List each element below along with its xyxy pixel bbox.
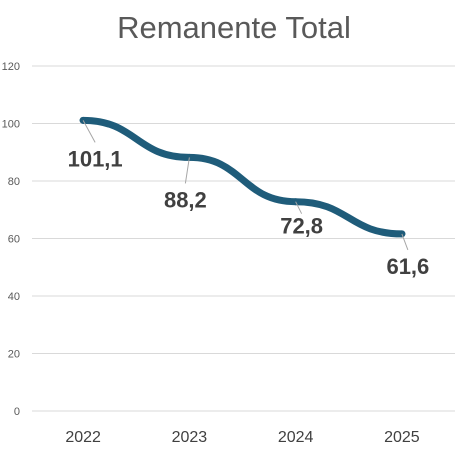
x-tick-label: 2022 xyxy=(65,429,101,446)
data-label: 88,2 xyxy=(164,187,207,212)
data-labels: 101,1 88,2 72,8 61,6 xyxy=(68,120,429,279)
data-label: 61,6 xyxy=(386,254,429,279)
series-line xyxy=(79,116,406,238)
y-tick-label: 40 xyxy=(8,291,20,303)
y-tick-label: 120 xyxy=(2,61,20,73)
data-label: 72,8 xyxy=(280,214,323,239)
data-label-leader xyxy=(401,233,409,251)
data-label-leader xyxy=(184,157,190,184)
y-tick-label: 0 xyxy=(14,406,20,418)
x-tick-label: 2023 xyxy=(172,429,208,446)
y-axis-tick-labels: 0 20 40 60 80 100 120 xyxy=(2,61,20,418)
y-tick-label: 80 xyxy=(8,176,20,188)
y-tick-label: 100 xyxy=(2,119,20,131)
x-axis-tick-labels: 2022 2023 2024 2025 xyxy=(65,429,419,446)
x-tick-label: 2024 xyxy=(278,429,314,446)
series-line-group xyxy=(79,116,406,238)
x-tick-label: 2025 xyxy=(384,429,420,446)
y-tick-label: 20 xyxy=(8,349,20,361)
chart-title: Remanente Total xyxy=(117,10,351,45)
data-label-leader xyxy=(82,120,96,143)
y-tick-label: 60 xyxy=(8,234,20,246)
data-label: 101,1 xyxy=(68,146,123,171)
data-label-leader xyxy=(295,201,303,214)
